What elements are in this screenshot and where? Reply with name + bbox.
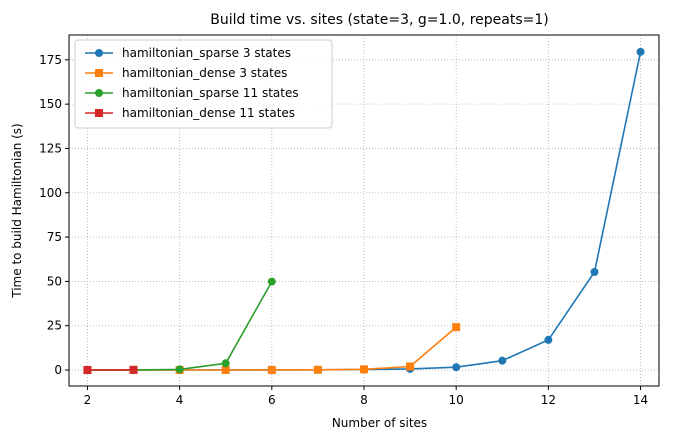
data-point	[313, 365, 322, 374]
data-point	[636, 47, 645, 56]
y-axis-title: Time to build Hamiltonian (s)	[10, 123, 24, 298]
data-point	[544, 335, 553, 344]
x-tick-label: 2	[84, 393, 92, 407]
axis-ticks: 2 4 6 8 10 12 14 0 25 50 75 100 125 150 175	[39, 53, 648, 407]
y-tick-label: 25	[47, 319, 62, 333]
legend-label: hamiltonian_sparse 11 states	[122, 86, 299, 100]
y-tick-label: 100	[39, 186, 62, 200]
legend-marker	[95, 49, 103, 57]
data-point	[360, 365, 368, 374]
data-point	[406, 362, 415, 371]
legend-marker	[95, 109, 103, 117]
data-point	[452, 323, 461, 332]
x-axis-title: Number of sites	[332, 416, 427, 430]
y-tick-label: 175	[39, 53, 62, 67]
series-layer	[83, 47, 645, 375]
x-tick-label: 4	[176, 393, 184, 407]
data-point	[129, 365, 138, 374]
data-point	[498, 356, 507, 365]
y-tick-label: 75	[47, 230, 62, 244]
chart-title: Build time vs. sites (state=3, g=1.0, re…	[210, 12, 548, 28]
legend-box	[74, 39, 333, 129]
x-tick-label: 14	[633, 393, 648, 407]
data-point	[175, 365, 184, 374]
y-tick-label: 50	[47, 274, 62, 288]
legend-item: hamiltonian_dense 11 states	[85, 106, 295, 120]
legend-marker	[95, 89, 103, 97]
legend: hamiltonian_sparse 3 states hamiltonian_d…	[74, 39, 333, 129]
y-tick-label: 0	[54, 363, 62, 377]
data-point	[267, 277, 276, 286]
data-point	[590, 268, 599, 277]
legend-item: hamiltonian_dense 3 states	[85, 66, 287, 80]
legend-label: hamiltonian_dense 3 states	[122, 66, 287, 80]
x-tick-label: 8	[360, 393, 368, 407]
legend-label: hamiltonian_dense 11 states	[122, 106, 295, 120]
data-point	[221, 365, 230, 374]
y-tick-label: 150	[39, 97, 62, 111]
x-tick-label: 6	[268, 393, 276, 407]
data-point	[452, 363, 461, 372]
series-3	[83, 365, 138, 375]
data-point	[221, 359, 230, 368]
y-tick-label: 125	[39, 141, 62, 155]
legend-label: hamiltonian_sparse 3 states	[122, 46, 291, 60]
data-point	[267, 365, 276, 374]
legend-item: hamiltonian_sparse 11 states	[85, 86, 299, 100]
x-tick-label: 12	[541, 393, 556, 407]
legend-marker	[95, 69, 103, 77]
x-tick-label: 10	[449, 393, 464, 407]
legend-item: hamiltonian_sparse 3 states	[85, 46, 291, 60]
data-point	[83, 366, 92, 375]
